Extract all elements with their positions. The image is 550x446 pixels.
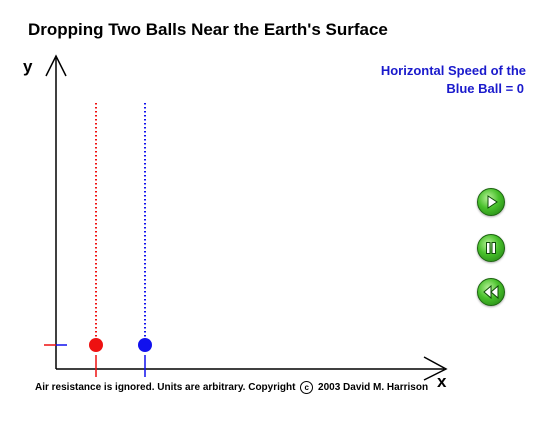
x-axis-arrow (423, 356, 448, 381)
footer-text-before: Air resistance is ignored. Units are arb… (35, 382, 296, 394)
play-button[interactable] (477, 188, 505, 216)
speed-label-line2: Blue Ball = 0 (446, 81, 524, 96)
y-axis-arrow (45, 54, 67, 77)
red-ball (89, 338, 103, 352)
speed-label-line1: Horizontal Speed of the (380, 63, 526, 78)
play-icon (487, 195, 498, 209)
blue-ball (138, 338, 152, 352)
y-axis-label: y (23, 57, 33, 76)
pause-button[interactable] (477, 234, 505, 262)
footer-text-after: 2003 David M. Harrison (318, 382, 429, 394)
rewind-icon (483, 284, 499, 300)
rewind-button[interactable] (477, 278, 505, 306)
page-title: Dropping Two Balls Near the Earth's Surf… (28, 20, 388, 39)
x-axis-label: x (437, 372, 447, 391)
pause-icon (486, 242, 496, 254)
horizontal-speed-readout: Horizontal Speed of the Blue Ball = 0 (326, 62, 526, 98)
copyright-footer: Air resistance is ignored. Units are arb… (35, 381, 428, 394)
copyright-icon: c (300, 381, 314, 394)
